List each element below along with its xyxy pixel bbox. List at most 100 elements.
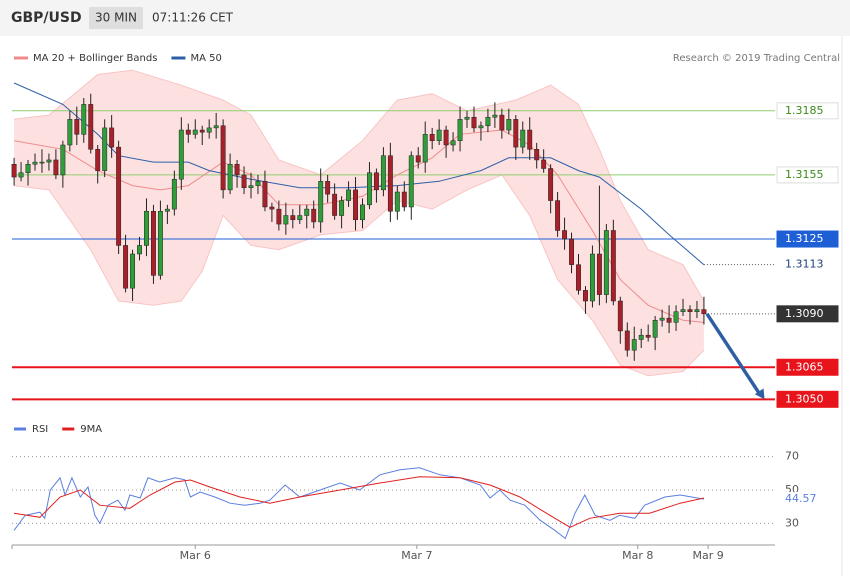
- x-tick-label: Mar 7: [401, 549, 432, 562]
- band-area-lower: [14, 174, 704, 410]
- y-tick-label: 30: [785, 516, 799, 529]
- candle-body: [88, 104, 94, 150]
- level-label: 1.3050: [785, 392, 824, 405]
- candle-body: [171, 178, 177, 210]
- candle-body: [25, 163, 31, 174]
- candle-body: [450, 140, 456, 146]
- candle-body: [178, 129, 184, 180]
- candle-body: [11, 163, 17, 178]
- y-tick-label: 70: [785, 450, 799, 463]
- forecast-arrow: [705, 312, 761, 394]
- candle-body: [164, 208, 170, 212]
- level-label-box: [776, 166, 839, 184]
- candle-body: [624, 330, 630, 351]
- candle-body: [353, 189, 358, 221]
- level-label: 1.3155: [785, 168, 824, 181]
- candle-body: [380, 155, 386, 191]
- candle-body: [464, 116, 470, 120]
- candle-body: [645, 334, 651, 338]
- candle-body: [192, 129, 198, 135]
- candle-body: [346, 189, 352, 201]
- candle-body: [325, 181, 331, 195]
- rsi-value: 44.57: [785, 492, 817, 505]
- level-label: 1.3125: [785, 232, 824, 245]
- x-tick-label: Mar 8: [622, 549, 653, 562]
- level-label-box: [776, 102, 839, 120]
- level-label-box: [776, 305, 839, 323]
- candle-body: [67, 119, 73, 146]
- candle-body: [53, 159, 59, 176]
- candle-body: [255, 181, 261, 186]
- candle-body: [631, 339, 637, 351]
- candle-body: [151, 210, 156, 276]
- candle-body: [422, 134, 428, 163]
- candle-body: [603, 230, 609, 295]
- band-upper: [14, 69, 705, 302]
- candle-body: [109, 127, 115, 148]
- candle-body: [576, 264, 581, 291]
- candle-body: [443, 129, 449, 146]
- candle-body: [332, 193, 338, 216]
- rsi-line: [14, 476, 705, 528]
- candle-body: [387, 155, 393, 212]
- level-label: 1.3065: [785, 360, 824, 373]
- candle-body: [562, 230, 568, 240]
- ma-line: [13, 82, 705, 266]
- candle-body: [638, 334, 644, 340]
- interval: 30 MIN: [95, 11, 137, 25]
- candle-body: [102, 127, 108, 171]
- candle-body: [610, 230, 616, 302]
- legend-label: MA 20 + Bollinger Bands: [33, 53, 157, 64]
- candle-body: [617, 300, 623, 332]
- level-label: 1.3090: [785, 307, 824, 320]
- candle-body: [415, 155, 421, 163]
- candle-body: [269, 206, 275, 210]
- level-label-box: [776, 390, 839, 408]
- candle-body: [499, 114, 505, 131]
- candle-body: [185, 129, 191, 135]
- candle-body: [157, 210, 163, 276]
- candle-body: [241, 174, 247, 188]
- rsi-value-box: [779, 492, 819, 507]
- candle-body: [60, 144, 66, 176]
- candle-body: [471, 116, 477, 129]
- candle-body: [290, 215, 296, 221]
- candle-body: [199, 129, 205, 133]
- candle-body: [457, 119, 463, 141]
- candle-body: [596, 253, 602, 295]
- candle-body: [687, 309, 693, 312]
- candle-body: [144, 210, 149, 246]
- candle-body: [311, 208, 317, 223]
- level-label: 1.3185: [785, 104, 824, 117]
- candle-body: [680, 309, 686, 312]
- x-tick-label: Mar 6: [180, 549, 211, 562]
- candle-body: [694, 309, 700, 312]
- candle-body: [234, 163, 240, 176]
- candle-body: [583, 290, 588, 302]
- clock: 07:11:26 CET: [152, 11, 234, 25]
- candle-body: [485, 116, 491, 127]
- candle-body: [248, 185, 254, 188]
- candle-body: [408, 155, 414, 208]
- candle-body: [276, 208, 282, 225]
- credit: Research © 2019 Trading Central: [673, 53, 840, 64]
- ma-label-box: [777, 256, 838, 273]
- candle-body: [283, 215, 289, 225]
- forecast-arrow-head: [754, 388, 765, 400]
- candle-body: [513, 119, 519, 148]
- legend-label: 9MA: [80, 424, 102, 435]
- rsi-line: [13, 467, 704, 540]
- candle-body: [18, 172, 24, 178]
- candle-body: [367, 172, 372, 206]
- ma-label: 1.3113: [785, 258, 824, 271]
- candle-body: [123, 245, 129, 289]
- candle-body: [673, 311, 679, 323]
- candle-body: [262, 181, 268, 208]
- candle-body: [318, 181, 324, 223]
- candle-body: [506, 119, 512, 131]
- candle-body: [130, 253, 135, 289]
- candle-body: [373, 172, 379, 191]
- candle-body: [137, 245, 142, 255]
